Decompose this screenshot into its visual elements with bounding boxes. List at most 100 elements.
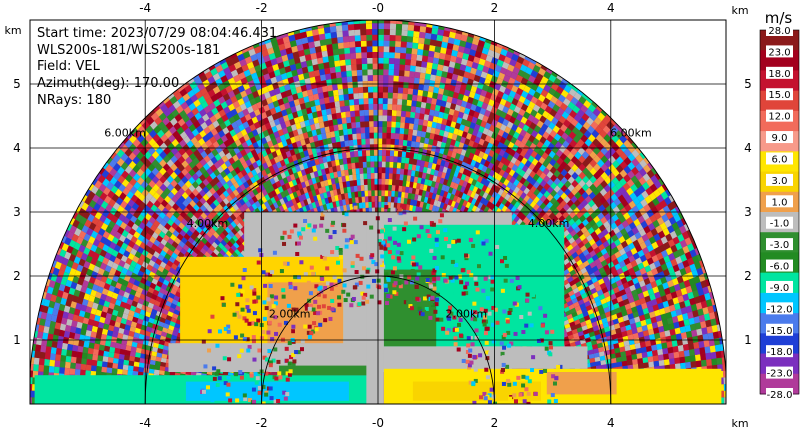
noise-cell [358, 156, 363, 163]
noise-cell [565, 326, 572, 333]
noise-cell [341, 152, 347, 159]
noise-cell [694, 261, 702, 270]
noise-cell [426, 62, 433, 69]
noise-cell [597, 112, 606, 121]
noise-cell [613, 238, 621, 247]
noise-cell [390, 138, 395, 145]
noise-cell [532, 173, 540, 182]
noise-cell [397, 156, 402, 163]
noise-cell [627, 208, 635, 217]
noise-cell [674, 302, 681, 311]
noise-cell [405, 47, 413, 54]
noise-cell [391, 121, 396, 128]
noise-cell [393, 69, 400, 76]
noise-cell [353, 93, 359, 100]
noise-cell [637, 363, 644, 369]
noise-cell [344, 140, 350, 147]
noise-cell [611, 185, 619, 194]
noise-cell [313, 40, 321, 48]
noise-cell [413, 25, 421, 32]
noise-cell [386, 127, 392, 134]
noise-cell [586, 245, 594, 254]
noise-cell [649, 183, 658, 193]
noise-cell [585, 163, 594, 172]
noise-cell [561, 218, 569, 226]
noise-cell [620, 326, 627, 333]
noise-cell [584, 300, 591, 307]
noise-cell [568, 338, 575, 344]
noise-cell [335, 135, 341, 143]
noise-cell [587, 308, 594, 316]
noise-cell [563, 292, 570, 300]
noise-cell [615, 156, 624, 165]
noise-cell [553, 192, 561, 201]
noise-cell [372, 63, 378, 70]
noise-cell [409, 152, 415, 159]
noise-cell [619, 288, 627, 296]
noise-cell [633, 337, 640, 344]
noise-cell [563, 188, 572, 196]
noise-cell [372, 34, 378, 41]
noise-cell [616, 255, 624, 264]
noise-cell [638, 176, 647, 186]
noise-cell [676, 339, 683, 346]
noise-cell [539, 209, 546, 218]
noise-cell [576, 309, 583, 316]
noise-cell [663, 324, 670, 332]
noise-cell [513, 201, 521, 209]
noise-cell [615, 173, 624, 182]
noise-cell [366, 167, 371, 174]
noise-cell [601, 208, 609, 217]
noise-cell [402, 93, 408, 100]
noise-cell [368, 109, 374, 116]
noise-cell [564, 240, 571, 248]
noise-cell [623, 165, 632, 175]
noise-cell [642, 329, 650, 337]
noise-cell [387, 92, 393, 99]
noise-cell [566, 207, 574, 215]
noise-cell [577, 138, 585, 148]
noise-cell [647, 288, 655, 296]
noise-cell [672, 250, 680, 259]
noise-cell [407, 94, 413, 101]
noise-cell [414, 112, 420, 119]
noise-cell [572, 134, 581, 144]
noise-cell [604, 232, 612, 241]
noise-cell [378, 172, 382, 179]
noise-cell [619, 305, 627, 312]
noise-cell [597, 212, 605, 220]
noise-cell [396, 168, 401, 175]
noise-cell [601, 116, 610, 126]
noise-cell [692, 289, 700, 298]
noise-cell [636, 274, 644, 283]
noise-cell [707, 305, 715, 314]
noise-cell [670, 258, 678, 267]
noise-cell [350, 157, 355, 164]
noise-cell [345, 146, 350, 153]
noise-cell [314, 75, 321, 83]
noise-cell [408, 158, 414, 165]
noise-cell [688, 317, 695, 325]
noise-cell [638, 167, 647, 177]
noise-cell [703, 313, 711, 321]
noise-cell [327, 49, 334, 57]
noise-cell [669, 363, 676, 371]
noise-cell [523, 179, 530, 188]
noise-cell [566, 300, 574, 307]
noise-cell [635, 162, 644, 172]
noise-cell [617, 316, 625, 323]
noise-cell [366, 46, 373, 53]
noise-cell [664, 287, 671, 296]
noise-cell [397, 87, 404, 94]
noise-cell [679, 225, 687, 234]
noise-cell [591, 242, 599, 250]
noise-cell [401, 29, 408, 37]
noise-cell [429, 39, 437, 47]
noise-cell [632, 252, 640, 260]
noise-cell [546, 170, 554, 179]
noise-cell [372, 46, 378, 53]
noise-cell [665, 233, 673, 242]
noise-cell [672, 297, 680, 305]
noise-cell [675, 256, 683, 265]
noise-cell [588, 191, 596, 200]
